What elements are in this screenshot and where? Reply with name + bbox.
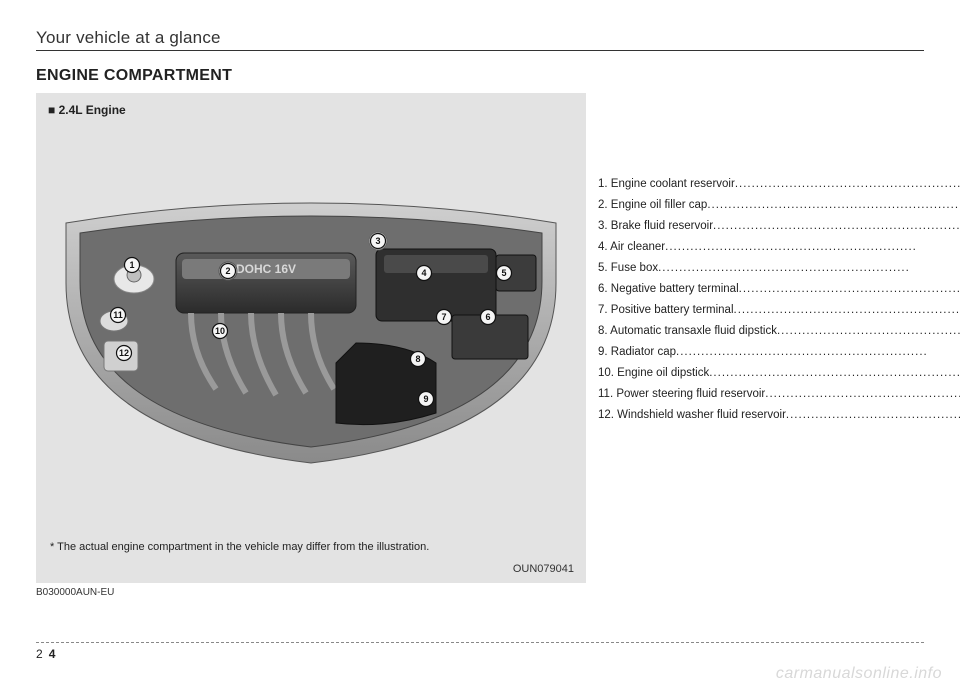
svg-text:6: 6: [485, 312, 490, 322]
list-item: 6. Negative battery terminal ...........…: [598, 284, 960, 296]
list-item-label: 5. Fuse box: [598, 263, 658, 275]
list-item: 12. Windshield washer fluid reservoir ..…: [598, 410, 960, 422]
list-item: 3. Brake fluid reservoir ...............…: [598, 221, 960, 233]
list-item-label: 9. Radiator cap: [598, 347, 676, 359]
page-header: Your vehicle at a glance: [36, 28, 924, 51]
list-item-label: 12. Windshield washer fluid reservoir: [598, 410, 786, 422]
list-item-label: 4. Air cleaner: [598, 242, 665, 254]
svg-text:2: 2: [225, 266, 230, 276]
list-item-label: 11. Power steering fluid reservoir: [598, 389, 765, 401]
list-item: 7. Positive battery terminal ...........…: [598, 305, 960, 317]
section-title: ENGINE COMPARTMENT: [36, 67, 924, 85]
list-item-label: 6. Negative battery terminal: [598, 284, 739, 296]
content-row: ■ 2.4L Engine: [36, 93, 924, 598]
callout-5: 5: [497, 266, 512, 281]
list-item-label: 8. Automatic transaxle fluid dipstick: [598, 326, 777, 338]
list-item: 2. Engine oil filler cap ...............…: [598, 200, 960, 212]
callout-1: 1: [125, 258, 140, 273]
list-item-leader: ........................................…: [709, 368, 960, 380]
list-item-leader: ........................................…: [765, 389, 960, 401]
list-item: 9. Radiator cap ........................…: [598, 347, 960, 359]
callout-6: 6: [481, 310, 496, 325]
list-item-label: 1. Engine coolant reservoir: [598, 179, 735, 191]
svg-text:8: 8: [415, 354, 420, 364]
callout-2: 2: [221, 264, 236, 279]
figure-panel: ■ 2.4L Engine: [36, 93, 586, 583]
svg-text:5: 5: [501, 268, 506, 278]
svg-text:11: 11: [113, 310, 123, 320]
callout-9: 9: [419, 392, 434, 407]
list-item-label: 2. Engine oil filler cap: [598, 200, 707, 212]
engine-variant-label: ■ 2.4L Engine: [48, 103, 574, 117]
list-item-label: 3. Brake fluid reservoir: [598, 221, 713, 233]
svg-text:10: 10: [215, 326, 225, 336]
list-item-label: 10. Engine oil dipstick: [598, 368, 709, 380]
list-item-leader: ........................................…: [707, 200, 960, 212]
callout-12: 12: [117, 346, 132, 361]
page-footer: 2 4: [36, 642, 924, 661]
list-item: 4. Air cleaner .........................…: [598, 242, 960, 254]
list-item: 8. Automatic transaxle fluid dipstick ..…: [598, 326, 960, 338]
footer-page-number: 4: [49, 647, 56, 661]
footer-section-number: 2: [36, 647, 43, 661]
callout-10: 10: [213, 324, 228, 339]
parts-list: 1. Engine coolant reservoir ............…: [598, 93, 960, 431]
engine-illustration: DOHC 16V: [56, 193, 566, 473]
list-item-leader: ........................................…: [665, 242, 960, 254]
list-item: 1. Engine coolant reservoir ............…: [598, 179, 960, 191]
list-item-leader: ........................................…: [735, 179, 960, 191]
list-item-leader: ........................................…: [676, 347, 960, 359]
list-item: 10. Engine oil dipstick ................…: [598, 368, 960, 380]
list-item-leader: ........................................…: [739, 284, 960, 296]
list-item-label: 7. Positive battery terminal: [598, 305, 734, 317]
list-item-leader: ........................................…: [713, 221, 960, 233]
list-item-leader: ........................................…: [786, 410, 960, 422]
svg-text:3: 3: [375, 236, 380, 246]
callout-7: 7: [437, 310, 452, 325]
callout-11: 11: [111, 308, 126, 323]
svg-text:12: 12: [119, 348, 129, 358]
svg-text:7: 7: [441, 312, 446, 322]
list-item: 11. Power steering fluid reservoir .....…: [598, 389, 960, 401]
callout-4: 4: [417, 266, 432, 281]
figure-code-right: OUN079041: [513, 563, 574, 575]
list-item-leader: ........................................…: [734, 305, 960, 317]
svg-text:4: 4: [421, 268, 426, 278]
header-title: Your vehicle at a glance: [36, 28, 221, 48]
svg-text:9: 9: [423, 394, 428, 404]
callout-8: 8: [411, 352, 426, 367]
figure-footnote: * The actual engine compartment in the v…: [50, 541, 429, 553]
list-item: 5. Fuse box ............................…: [598, 263, 960, 275]
engine-cover-text: DOHC 16V: [236, 262, 296, 276]
watermark: carmanualsonline.info: [776, 665, 942, 683]
figure-code-below: B030000AUN-EU: [36, 587, 586, 598]
callout-3: 3: [371, 234, 386, 249]
svg-text:1: 1: [129, 260, 134, 270]
list-item-leader: ........................................…: [777, 326, 960, 338]
list-item-leader: ........................................…: [658, 263, 960, 275]
